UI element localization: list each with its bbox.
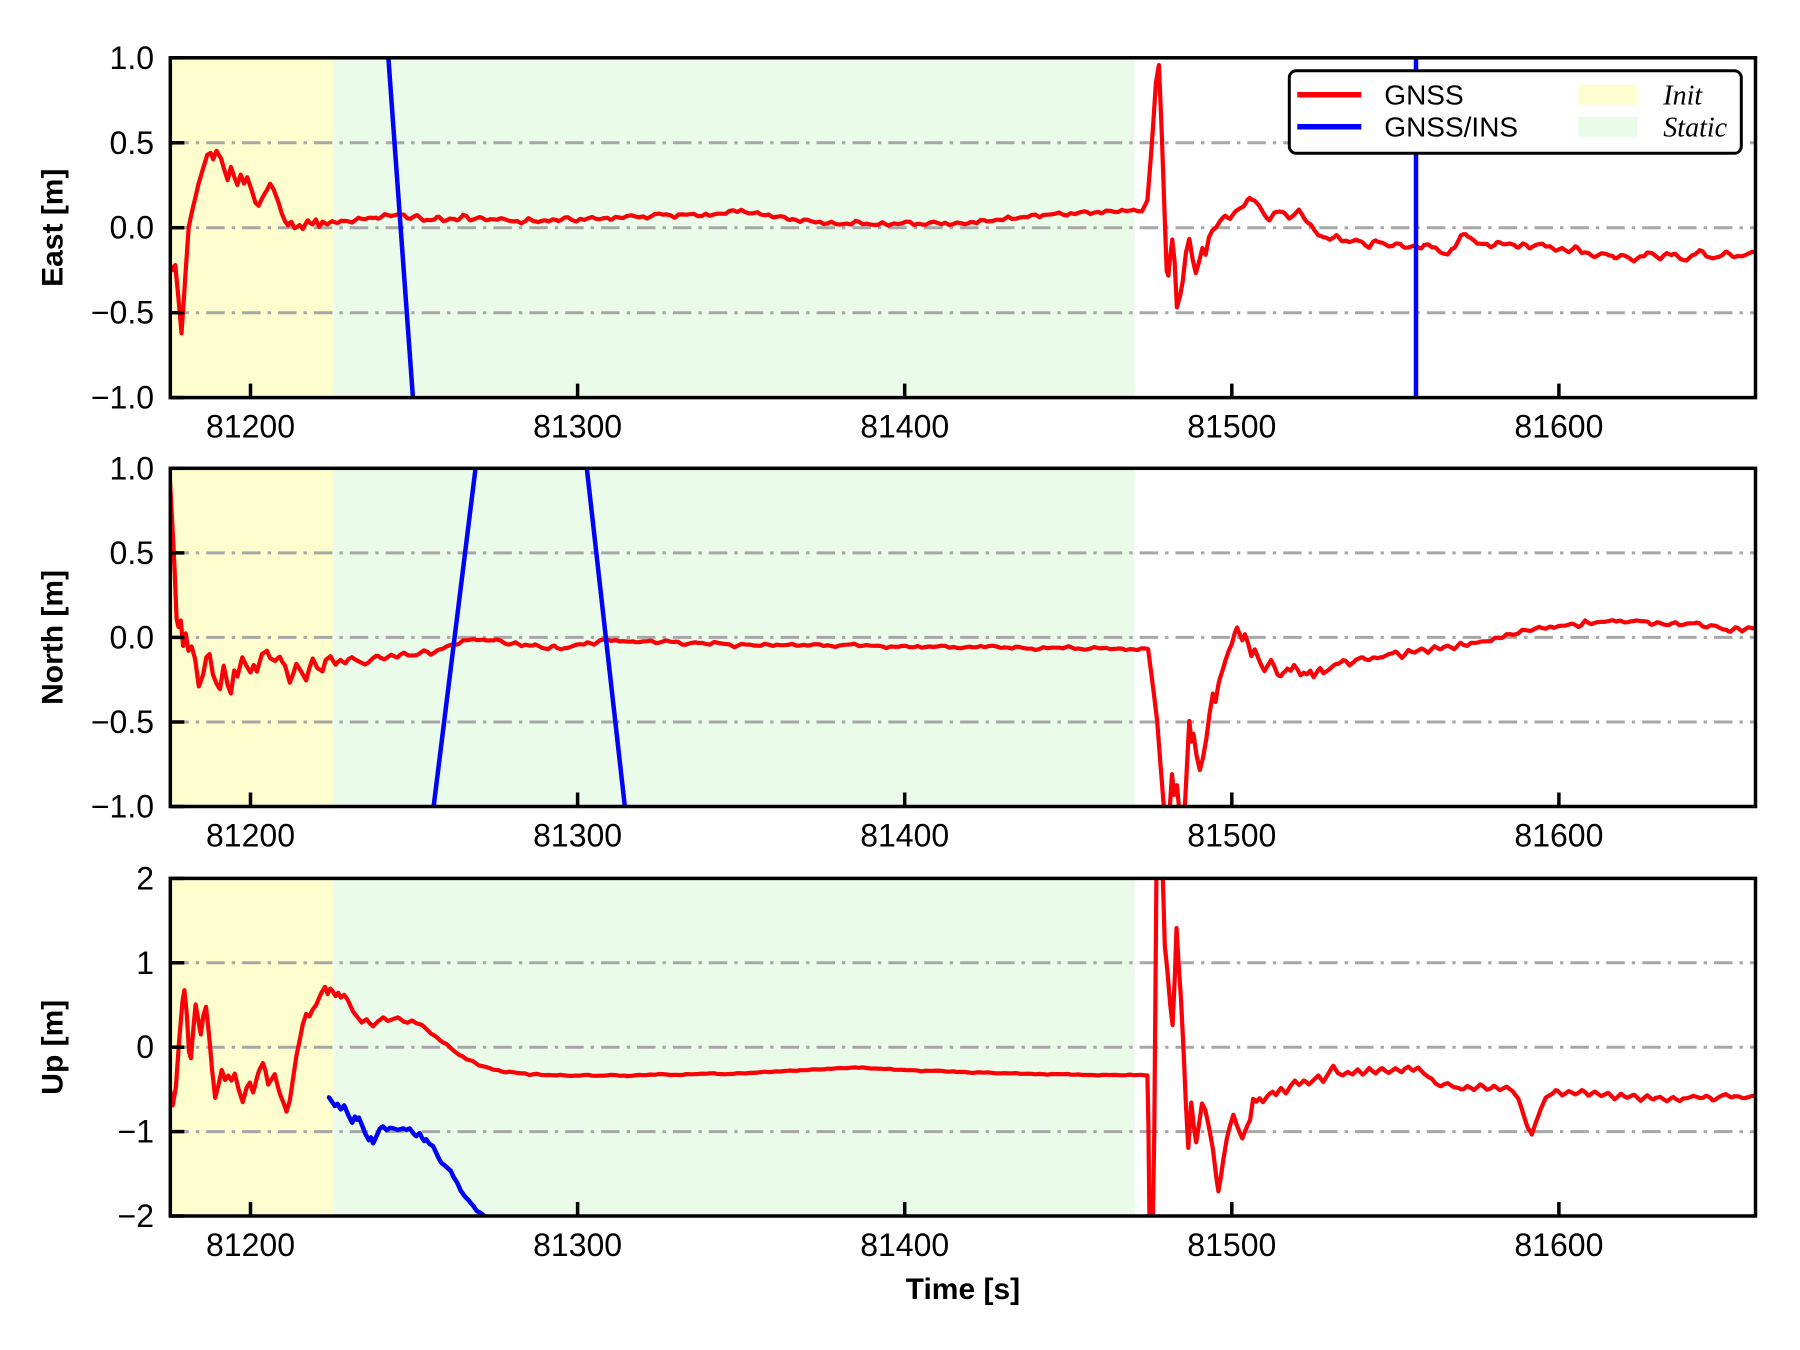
svg-text:East [m]: East [m] (37, 169, 70, 287)
svg-text:0.0: 0.0 (110, 619, 154, 655)
svg-text:81200: 81200 (206, 1227, 295, 1263)
svg-text:81300: 81300 (533, 818, 622, 854)
svg-text:Up [m]: Up [m] (37, 1000, 70, 1095)
svg-text:81600: 81600 (1514, 1227, 1603, 1263)
svg-text:0.5: 0.5 (110, 535, 154, 571)
svg-text:81500: 81500 (1187, 818, 1276, 854)
svg-text:1.0: 1.0 (110, 450, 154, 486)
svg-text:81200: 81200 (206, 409, 295, 445)
svg-text:1.0: 1.0 (110, 40, 154, 76)
svg-text:1: 1 (136, 945, 154, 981)
svg-text:−2: −2 (118, 1198, 154, 1234)
svg-text:Time [s]: Time [s] (906, 1273, 1020, 1306)
svg-text:81300: 81300 (533, 409, 622, 445)
svg-text:Init: Init (1662, 81, 1703, 112)
svg-text:81200: 81200 (206, 818, 295, 854)
svg-text:−0.5: −0.5 (91, 295, 154, 331)
svg-text:−0.5: −0.5 (91, 704, 154, 740)
svg-text:81600: 81600 (1514, 818, 1603, 854)
svg-text:81500: 81500 (1187, 409, 1276, 445)
svg-text:−1: −1 (118, 1114, 154, 1150)
svg-text:−1.0: −1.0 (91, 789, 154, 825)
svg-text:81300: 81300 (533, 1227, 622, 1263)
svg-text:81400: 81400 (860, 1227, 949, 1263)
svg-text:GNSS: GNSS (1384, 80, 1463, 111)
svg-text:0.5: 0.5 (110, 125, 154, 161)
svg-text:2: 2 (136, 860, 154, 896)
svg-text:−1.0: −1.0 (91, 380, 154, 416)
svg-text:Static: Static (1663, 113, 1727, 144)
svg-text:North [m]: North [m] (37, 570, 70, 705)
svg-text:81400: 81400 (860, 409, 949, 445)
svg-text:81600: 81600 (1514, 409, 1603, 445)
svg-text:81500: 81500 (1187, 1227, 1276, 1263)
svg-text:0.0: 0.0 (110, 210, 154, 246)
svg-text:81400: 81400 (860, 818, 949, 854)
svg-text:0: 0 (136, 1029, 154, 1065)
svg-text:GNSS/INS: GNSS/INS (1384, 112, 1518, 143)
